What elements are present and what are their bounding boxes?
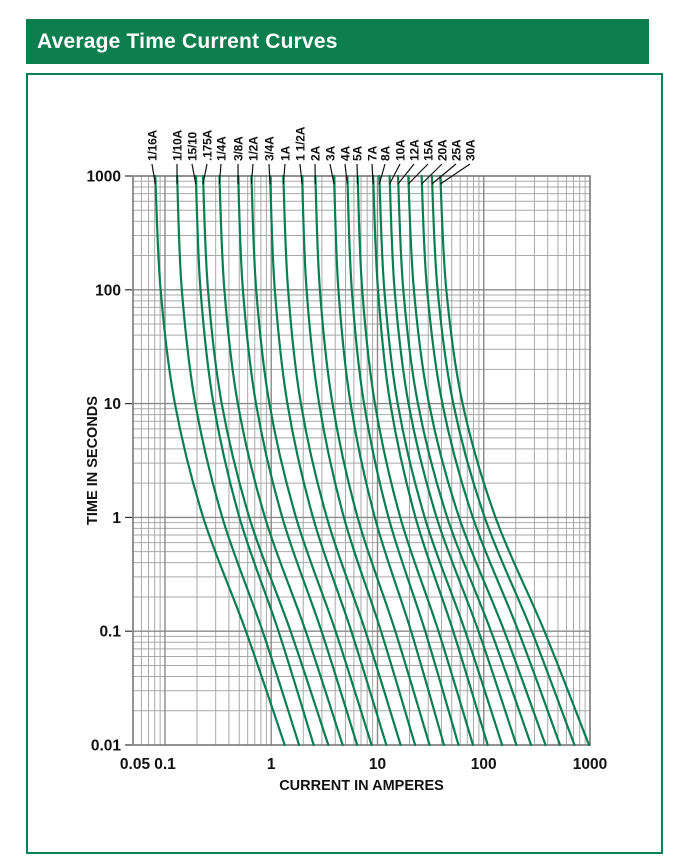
label-leader	[250, 163, 254, 185]
fuse-curves	[154, 174, 591, 747]
x-axis-ticks: 0.05 0.1 1 10 100 1000	[120, 756, 607, 773]
curve-label: 1A	[279, 146, 293, 161]
y-axis-title: TIME IN SECONDS	[85, 396, 101, 525]
x-tick-label: 1000	[573, 756, 607, 773]
label-leader	[431, 163, 457, 185]
label-leader	[191, 163, 197, 185]
curve-labels: 1/16A 1/10A 15/10.175A 1/4A 3/8A 1/2A 3/4A 1A 1 …	[146, 126, 478, 161]
curve-label: 8A	[379, 146, 393, 161]
curve-label: 4A	[339, 146, 353, 161]
curve-label: 2A	[309, 146, 323, 161]
curve-10A	[388, 174, 518, 747]
curve-label: 5A	[351, 146, 365, 161]
curve-label-leaders	[151, 163, 471, 185]
curve--175A	[201, 174, 330, 747]
label-leader	[282, 163, 286, 185]
curve-1-10A	[176, 174, 301, 747]
label-leader	[439, 163, 471, 185]
curve-3-4A	[269, 174, 388, 747]
curve-label: 3/4A	[263, 136, 277, 161]
curve-12A	[396, 174, 533, 747]
label-leader	[344, 163, 348, 185]
curve-30A	[439, 174, 591, 747]
label-leader	[378, 163, 386, 185]
label-leader	[407, 163, 429, 185]
x-tick-label: 1	[267, 756, 276, 773]
y-tick-label: 0.01	[91, 738, 122, 755]
curve-label: 3/8A	[232, 136, 246, 161]
curve-3-8A	[237, 174, 359, 747]
curve-1-4A	[218, 174, 344, 747]
y-tick-label: 0.1	[99, 624, 121, 641]
y-tick-label: 10	[104, 396, 121, 413]
y-tick-label: 1	[112, 510, 121, 527]
curve-label: 20A	[436, 139, 450, 161]
curve-7A	[372, 174, 489, 747]
label-leader	[329, 163, 335, 185]
curve-label: 7A	[366, 146, 380, 161]
grid-major	[133, 176, 590, 745]
curve-1-2A	[250, 174, 373, 747]
label-leader	[218, 163, 222, 185]
curve-label: 1 1/2A	[294, 126, 308, 161]
label-leader	[397, 163, 415, 185]
plot-frame	[132, 175, 591, 746]
x-tick-label: 0.05	[120, 756, 151, 773]
curve-label: 1/16A	[146, 129, 160, 161]
curve-1-1-2A	[301, 174, 417, 747]
curve-label: .175A	[201, 129, 215, 161]
y-axis-ticks: 1000 100 10 1 0.1 0.01	[87, 169, 132, 755]
curve-4A	[346, 174, 460, 747]
curve-label: 30A	[464, 139, 478, 161]
title-banner: Average Time Current Curves	[26, 19, 649, 64]
label-leader	[151, 163, 156, 185]
label-leader	[202, 163, 208, 185]
grid-minor	[133, 176, 590, 745]
curve-2A	[314, 174, 431, 747]
y-tick-label: 1000	[87, 169, 121, 186]
curve-15-10	[194, 174, 315, 747]
curve-label: 1/2A	[247, 136, 261, 161]
curve-8A	[378, 174, 504, 747]
x-axis-title: CURRENT IN AMPERES	[279, 778, 444, 794]
label-leader	[299, 163, 303, 185]
curve-label: 15A	[422, 139, 436, 161]
label-leader	[421, 163, 443, 185]
curve-label: 10A	[394, 139, 408, 161]
x-tick-label: 100	[471, 756, 497, 773]
curve-25A	[430, 174, 576, 747]
curve-label: 15/10	[186, 131, 200, 161]
curve-label: 1/10A	[171, 129, 185, 161]
curve-1-16A	[154, 174, 286, 747]
label-leader	[389, 163, 401, 185]
curve-label: 25A	[450, 139, 464, 161]
y-tick-label: 100	[95, 282, 121, 299]
curve-5A	[356, 174, 475, 747]
curve-3A	[332, 174, 446, 747]
label-leader	[371, 163, 374, 185]
curve-20A	[420, 174, 562, 747]
label-leader	[356, 163, 359, 185]
curve-1A	[282, 174, 402, 747]
x-tick-label: 0.1	[154, 756, 176, 773]
label-leader	[268, 163, 271, 185]
curve-15A	[407, 174, 547, 747]
curve-label: 1/4A	[215, 136, 229, 161]
x-tick-label: 10	[369, 756, 386, 773]
curve-label: 12A	[408, 139, 422, 161]
page-title: Average Time Current Curves	[37, 29, 338, 53]
curve-label: 3A	[324, 146, 338, 161]
